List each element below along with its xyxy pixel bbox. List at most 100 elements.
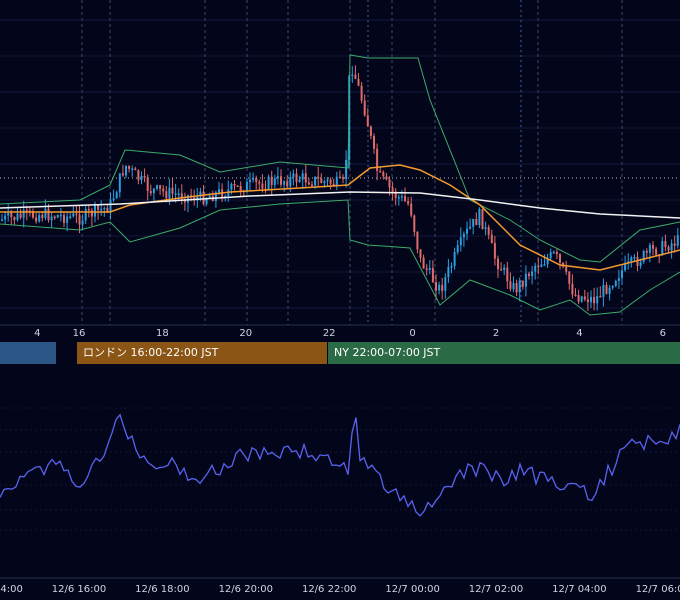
candle-body — [540, 264, 543, 267]
candle-body — [524, 273, 527, 287]
candle-body — [512, 283, 515, 290]
candle-body — [441, 284, 444, 291]
candle-body — [165, 191, 168, 199]
candle-body — [580, 296, 583, 302]
candle-body — [140, 176, 143, 181]
oscillator-time-tick-label: 12/6 18:00 — [135, 584, 190, 595]
candle-body — [47, 208, 50, 221]
candle-body — [422, 257, 425, 269]
oscillator-time-tick-label: 12/7 02:00 — [468, 584, 524, 595]
candle-body — [317, 176, 320, 179]
price-time-tick-label: 22 — [322, 328, 336, 339]
candle-body — [307, 182, 310, 185]
candle-body — [608, 287, 611, 294]
candle-body — [484, 227, 487, 230]
candle-body — [537, 265, 540, 268]
candle-body — [373, 135, 375, 149]
candle-body — [605, 284, 608, 294]
candle-body — [515, 283, 518, 293]
candle-body — [478, 209, 481, 226]
candle-body — [38, 214, 41, 222]
candle-body — [261, 183, 264, 189]
candle-body — [41, 214, 44, 219]
candle-body — [66, 216, 69, 223]
oscillator-time-tick-label: 12/7 04:00 — [552, 584, 607, 595]
candle-body — [599, 296, 602, 298]
candle-body — [174, 193, 177, 196]
candle-body — [590, 296, 592, 303]
candle-body — [236, 185, 239, 188]
candle-body — [304, 173, 307, 183]
candle-body — [410, 203, 413, 216]
candle-body — [388, 179, 391, 188]
candle-body — [521, 280, 524, 287]
price-time-tick-label: 20 — [239, 328, 253, 339]
oscillator-time-tick-label: 12/7 00:00 — [385, 584, 440, 595]
candle-body — [323, 181, 326, 183]
candle-body — [295, 173, 298, 182]
candle-body — [205, 198, 208, 204]
candle-body — [518, 280, 521, 293]
candle-body — [636, 257, 639, 266]
candle-body — [490, 234, 493, 244]
candle-body — [180, 193, 183, 200]
candle-body — [469, 226, 472, 229]
oscillator-time-tick-label: 12/6 14:00 — [0, 584, 23, 595]
ny-session-band: NY 22:00-07:00 JST — [328, 342, 680, 364]
candle-body — [419, 249, 422, 258]
candle-body — [103, 207, 106, 210]
candle-body — [642, 250, 645, 262]
candle-body — [53, 216, 56, 219]
candle-body — [59, 214, 62, 217]
candle-body — [528, 273, 530, 277]
candle-body — [503, 267, 506, 271]
candle-body — [394, 191, 397, 198]
candle-body — [497, 258, 499, 270]
candle-body — [19, 213, 22, 218]
candle-body — [627, 261, 630, 263]
candle-body — [407, 201, 410, 204]
london-session-label: ロンドン 16:00-22:00 JST — [83, 346, 219, 359]
candle-body — [531, 271, 534, 277]
candle-body — [391, 187, 394, 192]
price-time-tick-label: 16 — [72, 328, 86, 339]
candle-body — [459, 237, 462, 246]
candle-body — [115, 192, 118, 199]
candle-body — [453, 252, 456, 266]
candle-body — [673, 243, 676, 246]
candle-body — [559, 254, 561, 263]
candle-body — [332, 183, 335, 186]
candle-body — [382, 171, 385, 177]
candle-body — [555, 251, 558, 255]
candle-body — [311, 184, 313, 186]
candle-body — [667, 246, 670, 251]
candle-body — [286, 181, 289, 187]
candle-body — [462, 233, 465, 238]
candle-body — [630, 257, 633, 262]
short-moving-average — [0, 164, 680, 271]
price-time-tick-label: 6 — [659, 328, 666, 339]
candle-body — [168, 187, 171, 199]
candle-body — [534, 265, 537, 272]
candle-body — [50, 216, 53, 221]
candle-body — [16, 213, 19, 221]
candle-body — [7, 212, 10, 216]
candle-body — [385, 176, 388, 180]
candle-body — [475, 218, 478, 226]
candle-body — [78, 214, 81, 225]
candle-body — [118, 173, 121, 193]
candle-body — [335, 176, 338, 186]
candle-body — [162, 188, 165, 192]
candle-body — [25, 210, 28, 212]
candle-body — [611, 286, 614, 288]
candle-body — [4, 215, 7, 220]
oscillator-time-tick-label: 12/6 22:00 — [301, 584, 357, 595]
candle-body — [13, 217, 16, 221]
candle-body — [648, 245, 651, 253]
candle-body — [345, 159, 348, 179]
candle-body — [314, 176, 317, 186]
candle-body — [652, 245, 654, 249]
bollinger-lower-band — [0, 199, 680, 316]
candle-body — [1, 219, 3, 222]
